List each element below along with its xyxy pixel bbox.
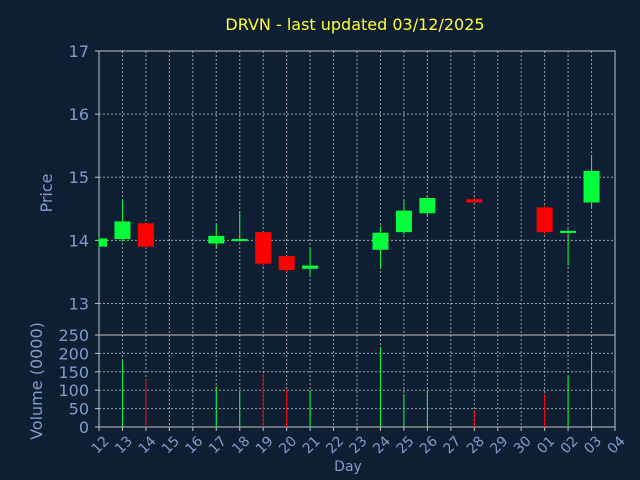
- candle-body: [231, 239, 248, 242]
- candle: [536, 205, 553, 235]
- price-y-tick-label: 16: [69, 105, 89, 124]
- volume-y-tick-label: 0: [79, 418, 89, 437]
- candle: [372, 226, 389, 269]
- candle: [231, 211, 248, 242]
- candle: [419, 197, 436, 216]
- candle: [278, 256, 295, 272]
- candle-body: [255, 232, 272, 264]
- candle: [583, 155, 600, 209]
- candle: [137, 223, 154, 248]
- price-y-tick-label: 15: [69, 168, 89, 187]
- candle-body: [466, 199, 483, 203]
- candle-body: [560, 230, 577, 233]
- candle: [395, 201, 412, 235]
- x-axis-label: Day: [334, 459, 362, 475]
- candle: [114, 199, 131, 242]
- candle: [98, 237, 107, 248]
- candle-body: [114, 221, 131, 240]
- price-y-tick-label: 17: [69, 42, 89, 61]
- chart-title: DRVN - last updated 03/12/2025: [225, 15, 484, 34]
- candle: [255, 232, 272, 267]
- price-y-tick-label: 13: [69, 294, 89, 313]
- candle-body: [583, 170, 600, 203]
- volume-axis-label: Volume (0000): [27, 322, 46, 440]
- candle-body: [99, 238, 107, 247]
- price-panel: 17 16 15 14 13 Price: [37, 42, 616, 336]
- candle-body: [208, 235, 225, 244]
- volume-y-tick-label: 100: [58, 381, 89, 400]
- volume-bars: [121, 347, 593, 427]
- candle-body: [302, 265, 319, 269]
- price-axis-label: Price: [37, 173, 56, 212]
- volume-y-tick-label: 250: [58, 326, 89, 345]
- volume-y-tick-label: 50: [69, 400, 89, 419]
- price-grid: [99, 51, 615, 335]
- candle: [302, 247, 319, 276]
- candle-body: [278, 256, 295, 270]
- price-y-ticks: 17 16 15 14 13: [69, 42, 99, 313]
- candle: [560, 229, 577, 266]
- candle-body: [395, 210, 412, 233]
- volume-y-tick-label: 200: [58, 344, 89, 363]
- price-y-tick-label: 14: [69, 231, 89, 250]
- candle: [208, 224, 225, 248]
- candle-body: [419, 198, 436, 214]
- candles: [98, 155, 600, 276]
- volume-y-tick-label: 150: [58, 363, 89, 382]
- candle-body: [372, 232, 389, 250]
- candle-body: [137, 223, 154, 247]
- candle: [466, 197, 483, 203]
- candle-body: [536, 207, 553, 233]
